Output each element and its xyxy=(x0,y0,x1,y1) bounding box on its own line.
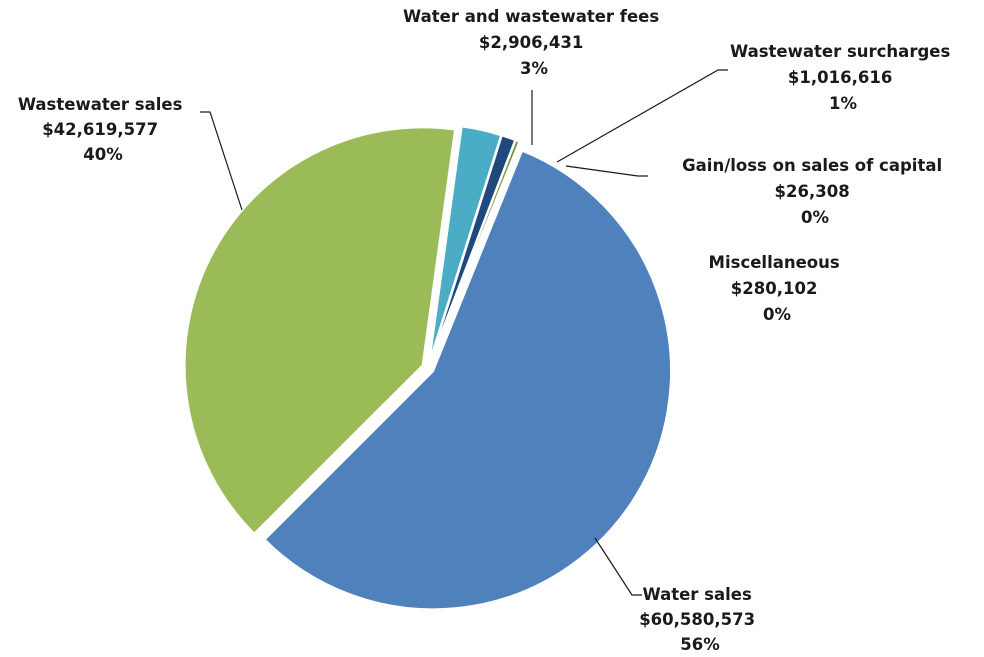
leader-line-wastewater-sales xyxy=(200,111,243,211)
label-wastewater-sales-value: $42,619,577 xyxy=(42,120,158,139)
label-surcharges-name: Wastewater surcharges xyxy=(730,42,950,61)
slice-wastewater-sales xyxy=(183,126,457,536)
label-miscellaneous: Miscellaneous $280,102 0% xyxy=(709,253,846,324)
label-gain-loss-value: $26,308 xyxy=(775,182,850,201)
label-fees-value: $2,906,431 xyxy=(479,33,583,52)
label-miscellaneous-percent: 0% xyxy=(763,305,791,324)
label-miscellaneous-name: Miscellaneous xyxy=(709,253,840,272)
pie-slices xyxy=(183,125,672,611)
label-fees-percent: 3% xyxy=(520,59,548,78)
leader-line-surcharges xyxy=(556,69,728,163)
label-gain-loss-name: Gain/loss on sales of capital xyxy=(682,156,942,175)
label-surcharges-percent: 1% xyxy=(829,94,857,113)
label-water-sales-name: Water sales xyxy=(642,585,752,604)
label-wastewater-sales: Wastewater sales $42,619,577 40% xyxy=(18,95,188,164)
slice-miscellaneous xyxy=(429,139,521,363)
label-gain-loss: Gain/loss on sales of capital $26,308 0% xyxy=(682,156,948,227)
leader-lines xyxy=(200,69,728,596)
label-surcharges-value: $1,016,616 xyxy=(788,68,892,87)
label-surcharges: Wastewater surcharges $1,016,616 1% xyxy=(730,42,956,113)
label-fees-name: Water and wastewater fees xyxy=(403,7,659,26)
label-wastewater-sales-name: Wastewater sales xyxy=(18,95,183,114)
leader-line-water-sales xyxy=(594,537,642,596)
slice-water-sales xyxy=(263,149,672,611)
label-water-sales-percent: 56% xyxy=(680,635,720,654)
label-miscellaneous-value: $280,102 xyxy=(731,279,818,298)
label-water-sales-value: $60,580,573 xyxy=(639,610,755,629)
label-fees: Water and wastewater fees $2,906,431 3% xyxy=(403,7,665,78)
label-water-sales: Water sales $60,580,573 56% xyxy=(639,585,761,654)
label-wastewater-sales-percent: 40% xyxy=(83,145,123,164)
leader-line-gain-loss xyxy=(565,165,648,177)
label-gain-loss-percent: 0% xyxy=(801,208,829,227)
